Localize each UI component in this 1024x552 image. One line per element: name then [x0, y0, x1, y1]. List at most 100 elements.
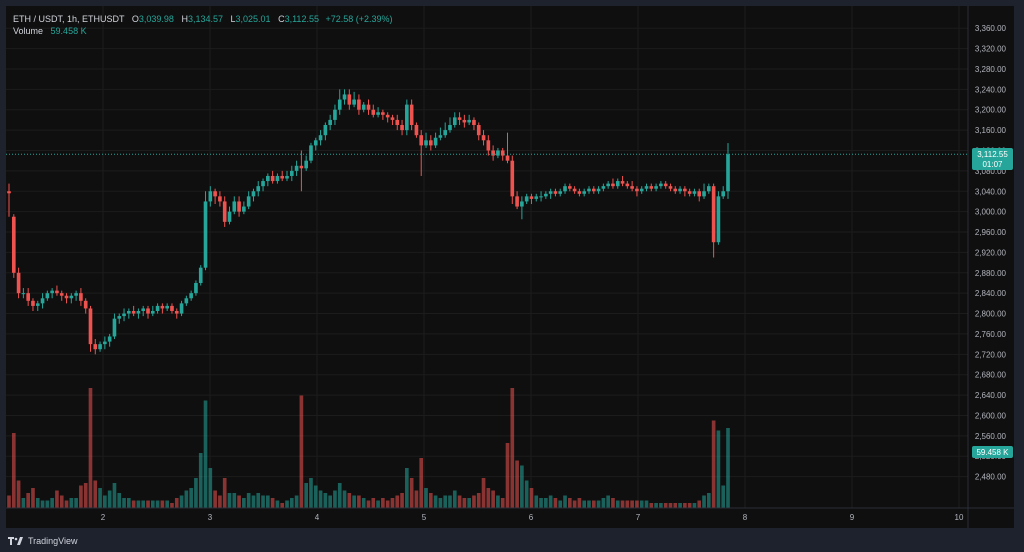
candlestick-chart[interactable]: 3,360.00 3,320.00 3,280.00 3,240.00 3,200.00…: [6, 6, 1014, 528]
time-tick-label: 8: [743, 513, 748, 522]
volume-bar: [376, 500, 380, 508]
candle-body: [333, 109, 337, 120]
candle-body: [174, 311, 179, 314]
volume-bar: [232, 493, 237, 508]
candle-body: [558, 191, 563, 194]
open-label: O: [131, 14, 139, 24]
candle-body: [256, 186, 261, 192]
volume-bar: [663, 503, 668, 508]
symbol-label[interactable]: ETH / USDT, 1h, ETHUSDT: [13, 14, 125, 24]
candle-body: [524, 196, 529, 202]
volume-tag-bg: [972, 446, 1013, 458]
candle-body: [376, 112, 380, 115]
volume-bar: [261, 495, 265, 508]
volume-value: 59.458 K: [50, 26, 87, 36]
volume-bar: [189, 488, 193, 508]
candle-body: [136, 311, 141, 314]
volume-bar: [112, 483, 117, 508]
volume-bar: [323, 493, 328, 508]
footer-brand[interactable]: TradingView: [8, 534, 78, 548]
candle-body: [611, 183, 615, 187]
candle-body: [582, 191, 587, 194]
candle-body: [510, 160, 515, 197]
volume-bar: [318, 490, 323, 508]
candle-body: [654, 186, 658, 189]
volume-bar: [194, 478, 198, 508]
volume-bar: [596, 500, 601, 508]
volume-bar: [582, 500, 587, 508]
candle-body: [184, 298, 189, 304]
candle-body: [635, 188, 639, 192]
volume-bar: [35, 498, 40, 508]
volume-bar: [55, 490, 59, 508]
price-tags: 3,112.55 01:07 59.458 K: [972, 148, 1013, 458]
candle-body: [448, 125, 452, 131]
volume-bar: [107, 490, 112, 508]
low-label: L: [230, 14, 236, 24]
candle-body: [275, 175, 280, 182]
volume-bar: [352, 495, 356, 508]
close-label: C: [278, 14, 285, 24]
price-tick-label: 3,160.00: [975, 126, 1007, 135]
volume-bar: [246, 493, 251, 508]
volume-bar: [40, 500, 45, 508]
candle-body: [328, 119, 332, 126]
candle-body: [496, 150, 500, 156]
volume-bar: [347, 493, 352, 508]
volume-bar: [146, 500, 150, 508]
candle-body: [59, 293, 64, 296]
volume-bar: [11, 433, 16, 508]
candle-body: [381, 112, 385, 115]
candle-body: [438, 135, 443, 138]
candle-body: [337, 99, 342, 110]
candle-body: [697, 191, 702, 197]
volume-bar: [179, 495, 184, 508]
last-price-tag-bg: [972, 148, 1013, 170]
price-tick-label: 2,680.00: [975, 371, 1007, 380]
candle-body: [285, 175, 289, 179]
candle-body: [433, 137, 438, 146]
time-tick-label: 9: [850, 513, 855, 522]
chart-area[interactable]: 3,360.00 3,320.00 3,280.00 3,240.00 3,200.00…: [6, 6, 1014, 528]
volume-bar: [419, 458, 424, 508]
candle-body: [304, 160, 309, 169]
candle-body: [630, 186, 634, 189]
candle-body: [150, 311, 155, 314]
candle-body: [289, 170, 294, 176]
candle-body: [692, 191, 697, 194]
time-tick-label: 5: [422, 513, 427, 522]
volume-label[interactable]: Volume: [13, 26, 44, 36]
candle-body: [707, 186, 711, 192]
volume-bar: [313, 485, 318, 508]
candle-body: [534, 196, 539, 199]
price-tick-label: 3,240.00: [975, 85, 1007, 94]
volume-bar: [304, 483, 309, 508]
candle-body: [683, 188, 687, 192]
candle-body: [194, 282, 198, 294]
volume-bar: [385, 500, 390, 508]
volume-bar: [529, 488, 534, 508]
volume-bar: [726, 428, 730, 508]
volume-bar: [572, 500, 577, 508]
candle-body: [251, 191, 256, 197]
candle-body: [678, 188, 682, 192]
candle-body: [179, 303, 184, 314]
volume-bar: [567, 498, 572, 508]
volume-bar: [438, 498, 443, 508]
volume-bar: [117, 493, 122, 508]
volume-bar: [707, 493, 711, 508]
candle-body: [419, 135, 424, 146]
candle-body: [88, 308, 93, 345]
volume-bar: [659, 503, 663, 508]
candle-body: [424, 140, 428, 146]
volume-bar: [678, 503, 682, 508]
candle-body: [668, 186, 673, 189]
volume-bar: [26, 493, 30, 508]
candle-body: [591, 188, 596, 192]
time-tick-label: 7: [636, 513, 641, 522]
candle-body: [40, 298, 45, 304]
candle-body: [35, 303, 40, 306]
volume-bar: [59, 495, 64, 508]
candle-body: [45, 293, 50, 299]
volume-bars: [7, 388, 730, 508]
